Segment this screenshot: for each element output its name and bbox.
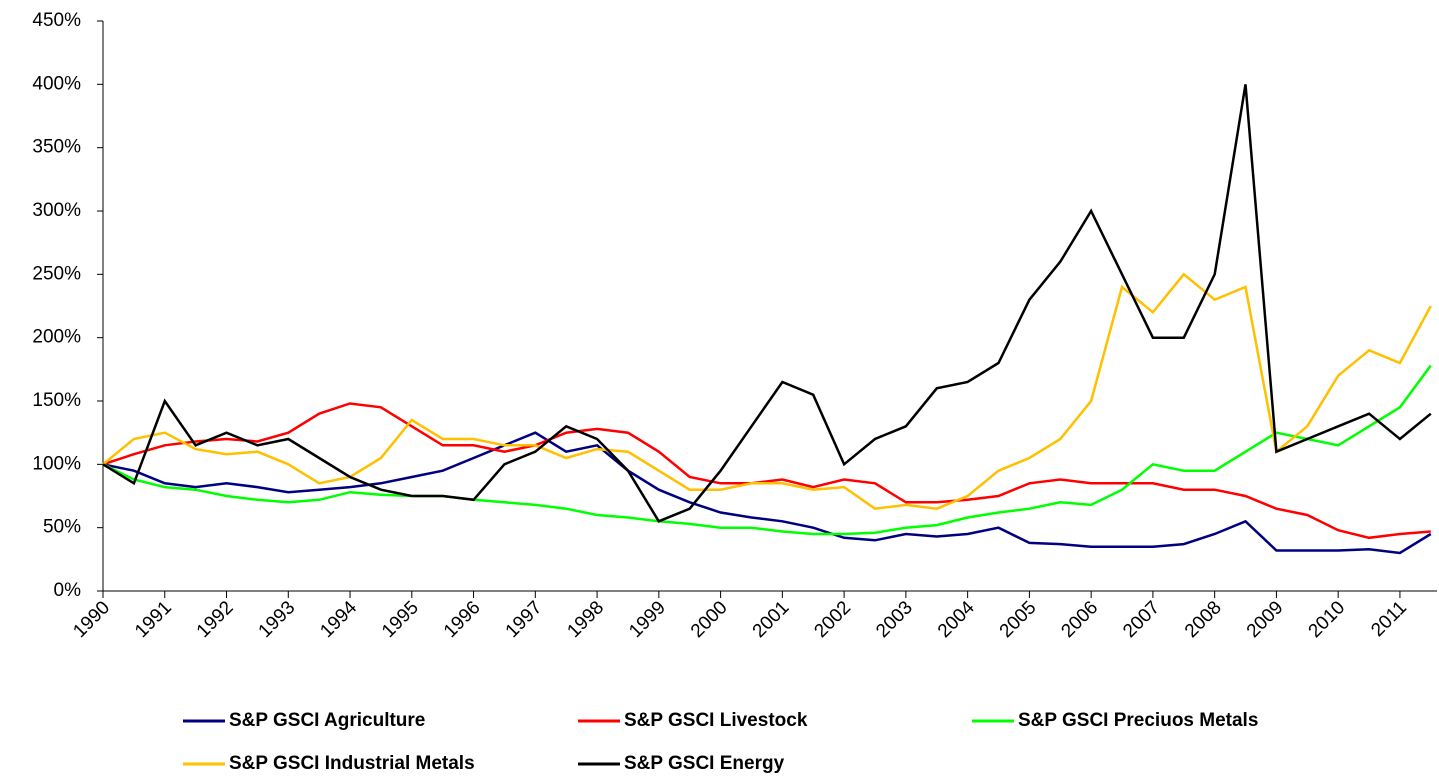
- x-tick-label: 2009: [1243, 597, 1288, 642]
- x-tick-label: 2007: [1119, 597, 1164, 642]
- x-tick-label: 1995: [378, 597, 423, 642]
- x-tick-label: 1999: [625, 597, 670, 642]
- x-tick-label: 1991: [131, 597, 176, 642]
- y-tick-label: 400%: [32, 73, 81, 94]
- legend-label: S&P GSCI Livestock: [624, 710, 808, 731]
- x-tick-label: 2008: [1181, 597, 1226, 642]
- legend-label: S&P GSCI Preciuos Metals: [1018, 710, 1258, 731]
- y-tick-label: 300%: [32, 200, 81, 221]
- x-tick-label: 2001: [749, 597, 794, 642]
- y-tick-label: 450%: [32, 10, 81, 31]
- legend-label: S&P GSCI Energy: [624, 753, 785, 774]
- x-tick-label: 2005: [996, 597, 1041, 642]
- y-tick-label: 100%: [32, 453, 81, 474]
- x-tick-label: 2002: [810, 597, 855, 642]
- y-tick-label: 250%: [32, 263, 81, 284]
- x-tick-label: 2003: [872, 597, 917, 642]
- x-tick-label: 2011: [1367, 597, 1411, 641]
- x-tick-label: 1993: [255, 597, 300, 642]
- y-tick-label: 350%: [32, 137, 81, 158]
- series-line: [102, 364, 1432, 536]
- y-tick-label: 50%: [43, 517, 81, 538]
- x-tick-label: 1997: [502, 597, 547, 642]
- legend-label: S&P GSCI Agriculture: [229, 710, 425, 731]
- x-tick-label: 2006: [1057, 597, 1102, 642]
- legend-label: S&P GSCI Industrial Metals: [229, 753, 475, 774]
- series-line: [102, 272, 1432, 510]
- x-tick-label: 1998: [563, 597, 608, 642]
- series-line: [102, 431, 1432, 555]
- x-tick-label: 2004: [934, 597, 979, 642]
- y-tick-label: 0%: [54, 580, 82, 601]
- series-line: [102, 84, 1432, 523]
- y-tick-label: 150%: [32, 390, 81, 411]
- x-tick-label: 2010: [1305, 597, 1350, 642]
- x-tick-label: 2000: [687, 597, 732, 642]
- y-tick-label: 200%: [32, 327, 81, 348]
- series-line: [102, 402, 1431, 540]
- x-tick-label: 1996: [440, 597, 485, 642]
- x-tick-label: 1990: [69, 597, 114, 642]
- x-tick-label: 1994: [316, 597, 361, 642]
- x-tick-label: 1992: [193, 597, 238, 642]
